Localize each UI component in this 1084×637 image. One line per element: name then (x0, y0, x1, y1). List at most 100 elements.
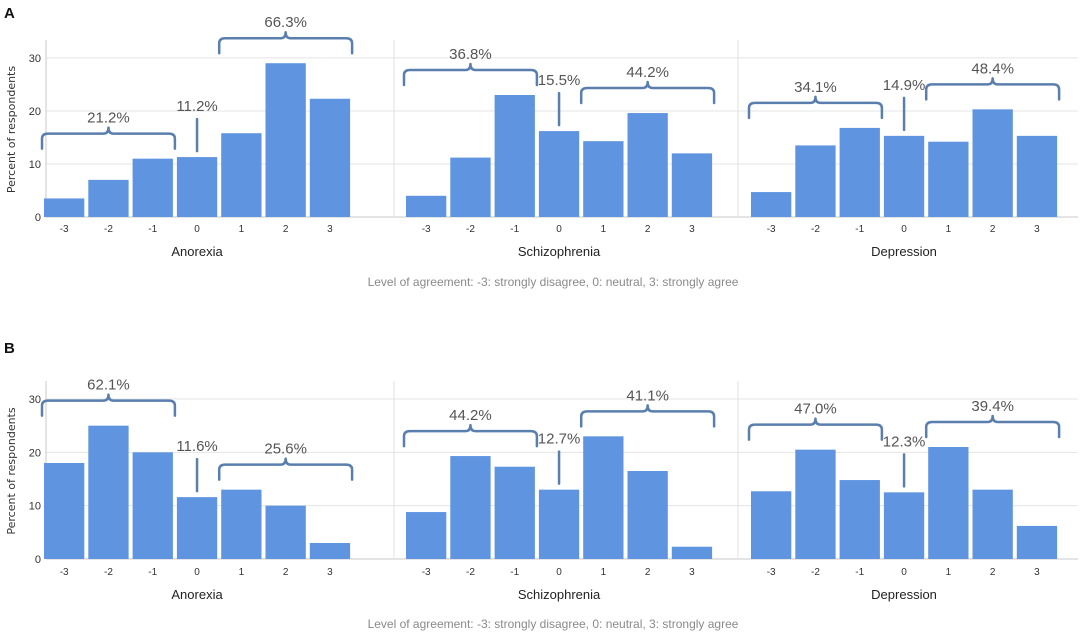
y-tick-label: 20 (29, 106, 41, 118)
bar--3 (44, 463, 85, 559)
x-tick-label: -3 (767, 567, 776, 578)
annotation-label: 36.8% (449, 46, 492, 63)
x-tick-label: 0 (194, 567, 200, 578)
x-tick-label: -2 (811, 224, 820, 235)
x-tick-label: 2 (283, 224, 289, 235)
y-tick-label: 30 (29, 394, 41, 406)
chart-title: Depression (871, 244, 937, 259)
x-tick-label: 1 (601, 567, 607, 578)
x-tick-label: 1 (239, 224, 245, 235)
x-tick-label: 3 (327, 224, 333, 235)
annotation-label: 41.1% (626, 387, 669, 404)
bar-0 (883, 492, 925, 559)
agreement-note-a: Level of agreement: -3: strongly disagre… (368, 275, 739, 289)
annotation-label: 66.3% (264, 14, 307, 31)
y-tick-label: 20 (29, 447, 41, 459)
x-tick-label: -2 (466, 224, 475, 235)
x-tick-label: -1 (510, 224, 519, 235)
x-tick-label: -1 (148, 567, 157, 578)
x-tick-label: -3 (767, 224, 776, 235)
bar--2 (795, 145, 836, 217)
annotation-bracket (747, 417, 884, 441)
x-tick-label: 0 (556, 224, 562, 235)
x-tick-label: 3 (1034, 224, 1040, 235)
annotation-bracket (40, 126, 177, 150)
x-tick-label: -3 (60, 567, 69, 578)
x-tick-label: 2 (283, 567, 289, 578)
bar-3 (309, 98, 351, 217)
annotation-bracket (402, 62, 539, 87)
bar-2 (265, 63, 306, 217)
chart-depression: -3 -2 -1 0 1 2 3 Depression 34.1% 14.9% 48.4% (747, 60, 1061, 259)
x-tick-label: 1 (946, 567, 952, 578)
bar-0 (176, 157, 218, 217)
x-tick-label: 2 (645, 224, 651, 235)
chart-schizophrenia: -3 -2 -1 0 1 2 3 Schizophrenia 36.8% 15.5% 44.2% (402, 46, 716, 259)
chart-title: Depression (871, 587, 937, 602)
chart-title: Schizophrenia (518, 587, 601, 602)
annotation-bracket (217, 30, 354, 55)
bar--2 (88, 425, 129, 559)
bar-2 (972, 489, 1013, 559)
x-tick-label: -2 (811, 567, 820, 578)
bar--3 (406, 512, 447, 559)
bar--2 (450, 456, 491, 559)
annotation-bracket (579, 80, 716, 105)
bar-0 (538, 489, 580, 559)
bar-1 (583, 141, 624, 217)
x-tick-label: -3 (422, 567, 431, 578)
annotation-bracket (924, 77, 1061, 101)
bar--3 (406, 195, 447, 217)
x-tick-label: 0 (901, 567, 907, 578)
annotation-bracket (402, 423, 539, 448)
x-tick-label: 0 (901, 224, 907, 235)
y-tick-label: 0 (35, 554, 41, 566)
chart-anorexia: -3 -2 -1 0 1 2 3 Anorexia 62.1% 11.6% 25.6% (40, 377, 354, 602)
bar-3 (1016, 525, 1058, 559)
y-tick-label: 0 (35, 212, 41, 224)
y-axis-label: Percent of respondents (5, 407, 18, 534)
x-tick-label: -1 (148, 224, 157, 235)
bar-0 (176, 497, 218, 559)
x-tick-label: -2 (104, 567, 113, 578)
bar--1 (132, 452, 173, 559)
bar-2 (627, 113, 668, 217)
bar-2 (265, 505, 306, 559)
bar--1 (839, 480, 880, 559)
bar--1 (839, 127, 880, 217)
y-tick-label: 30 (29, 53, 41, 65)
y-tick-label: 10 (29, 159, 41, 171)
annotation-label: 44.2% (626, 64, 669, 81)
bar--2 (795, 449, 836, 559)
x-tick-label: 3 (689, 567, 695, 578)
annotation-bracket (579, 404, 716, 428)
chart-schizophrenia: -3 -2 -1 0 1 2 3 Schizophrenia 44.2% 12.7% 41.1% (402, 387, 716, 602)
annotation-label: 62.1% (87, 377, 130, 394)
x-tick-label: -2 (466, 567, 475, 578)
annotation-label: 12.7% (538, 431, 581, 448)
x-tick-label: 3 (689, 224, 695, 235)
bar-1 (928, 447, 969, 559)
x-tick-label: -1 (855, 224, 864, 235)
annotation-label: 11.2% (176, 98, 217, 115)
bar-3 (1016, 135, 1058, 217)
annotation-bracket (747, 95, 884, 120)
x-tick-label: 0 (556, 567, 562, 578)
bar--2 (88, 179, 129, 217)
bar--1 (132, 158, 173, 217)
panel-label-b: B (4, 340, 15, 357)
annotation-bracket (40, 393, 177, 417)
chart-title: Schizophrenia (518, 244, 601, 259)
x-tick-label: -1 (855, 567, 864, 578)
chart-title: Anorexia (171, 587, 223, 602)
bar-1 (221, 489, 262, 559)
bar-1 (583, 436, 624, 559)
x-tick-label: 3 (1034, 567, 1040, 578)
bar-3 (671, 546, 713, 559)
x-tick-label: -3 (422, 224, 431, 235)
x-tick-label: 2 (990, 567, 996, 578)
y-axis-label: Percent of respondents (5, 66, 18, 193)
